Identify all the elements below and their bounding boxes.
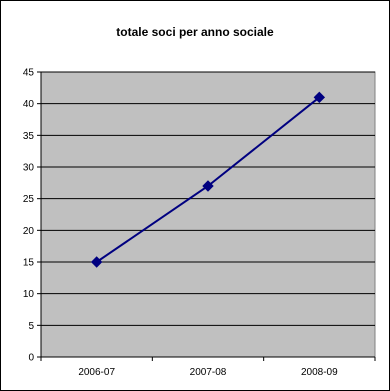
- gridlines: [41, 71, 375, 326]
- y-tick-label: 35: [23, 131, 35, 142]
- y-tick-label: 30: [23, 163, 35, 174]
- y-tick-label: 20: [23, 226, 35, 237]
- y-tick-label: 25: [23, 194, 35, 205]
- y-tick-label: 40: [23, 99, 35, 110]
- data-point: [90, 256, 103, 268]
- x-tick-label: 2008-09: [301, 367, 338, 378]
- plot-area: [40, 71, 376, 358]
- y-tick-label: 15: [23, 258, 35, 269]
- x-axis-ticks: 2006-07 2007-08 2008-09: [40, 357, 376, 378]
- x-tick-label: 2007-08: [190, 367, 227, 378]
- axes: [40, 72, 375, 358]
- y-tick-label: 5: [28, 321, 34, 332]
- series-group: [90, 91, 326, 268]
- y-axis-ticks: 0 5 10 15 20 25 30 35 40 45: [23, 68, 41, 364]
- data-point: [202, 180, 214, 192]
- x-tick-label: 2006-07: [78, 367, 115, 378]
- y-tick-label: 0: [28, 353, 34, 364]
- chart-title: totale soci per anno sociale: [116, 25, 274, 39]
- y-tick-label: 10: [23, 289, 35, 300]
- y-tick-label: 45: [23, 68, 35, 79]
- data-point: [313, 91, 326, 104]
